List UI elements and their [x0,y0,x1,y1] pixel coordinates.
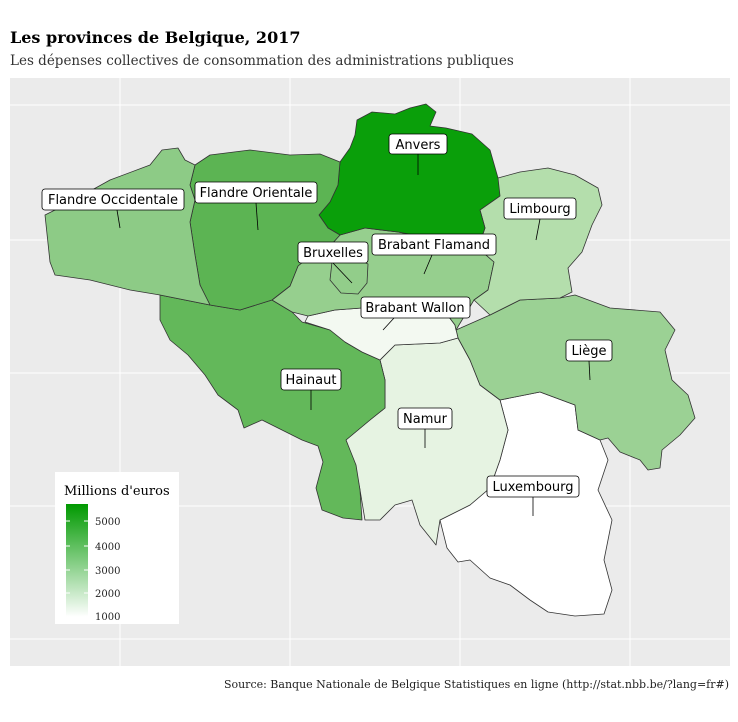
leader-brabant-wallon [382,317,395,331]
label-brabant-wallon-text: Brabant Wallon [365,301,464,316]
label-namur: Namur [397,407,453,430]
label-flandre-occidentale: Flandre Occidentale [41,188,185,211]
legend-tick-3000: 3000 [95,566,120,577]
legend-colorbar [66,504,88,617]
label-anvers-text: Anvers [396,138,441,153]
source-note: Source: Banque Nationale de Belgique Sta… [223,678,729,691]
legend-title: Millions d'euros [64,484,170,499]
leader-liege [588,360,591,381]
label-flandre-occidentale-text: Flandre Occidentale [48,193,178,208]
province-labels: Anvers Flandre Occidentale Flandre Orien… [41,133,613,498]
chart-title: Les provinces de Belgique, 2017 [10,28,301,47]
label-limbourg: Limbourg [503,197,577,220]
leader-limbourg [535,218,541,241]
label-brabant-flamand-text: Brabant Flamand [378,238,490,253]
province-liege[interactable] [455,294,696,471]
label-bruxelles: Bruxelles [297,241,369,264]
province-west-vlaanderen[interactable] [44,147,211,306]
label-flandre-orientale-text: Flandre Orientale [200,186,313,201]
chart-subtitle: Les dépenses collectives de consommation… [10,53,514,69]
leader-flandre-occidentale [116,209,121,229]
label-anvers: Anvers [388,133,448,155]
label-brabant-wallon: Brabant Wallon [360,296,471,319]
label-hainaut: Hainaut [280,368,342,391]
label-leaders [116,154,591,516]
label-brabant-flamand: Brabant Flamand [371,233,497,256]
label-flandre-orientale: Flandre Orientale [194,181,318,204]
leader-brabant-flamand [423,254,433,275]
label-bruxelles-text: Bruxelles [303,246,363,261]
legend-ticks [66,520,88,617]
label-liege: Liège [565,339,613,362]
leader-flandre-orientale [255,202,259,231]
legend: Millions d'euros 5000 4000 3000 2000 100… [55,472,179,624]
province-hainaut[interactable] [159,294,386,521]
legend-tick-1000: 1000 [95,612,120,623]
label-luxembourg: Luxembourg [486,475,580,498]
leader-bruxelles [332,262,353,284]
label-hainaut-text: Hainaut [286,373,337,388]
label-luxembourg-text: Luxembourg [492,480,573,495]
legend-tick-4000: 4000 [95,542,120,553]
label-namur-text: Namur [403,412,448,427]
label-liege-text: Liège [571,344,606,359]
label-limbourg-text: Limbourg [509,202,570,217]
legend-tick-2000: 2000 [95,589,120,600]
legend-tick-5000: 5000 [95,517,120,528]
